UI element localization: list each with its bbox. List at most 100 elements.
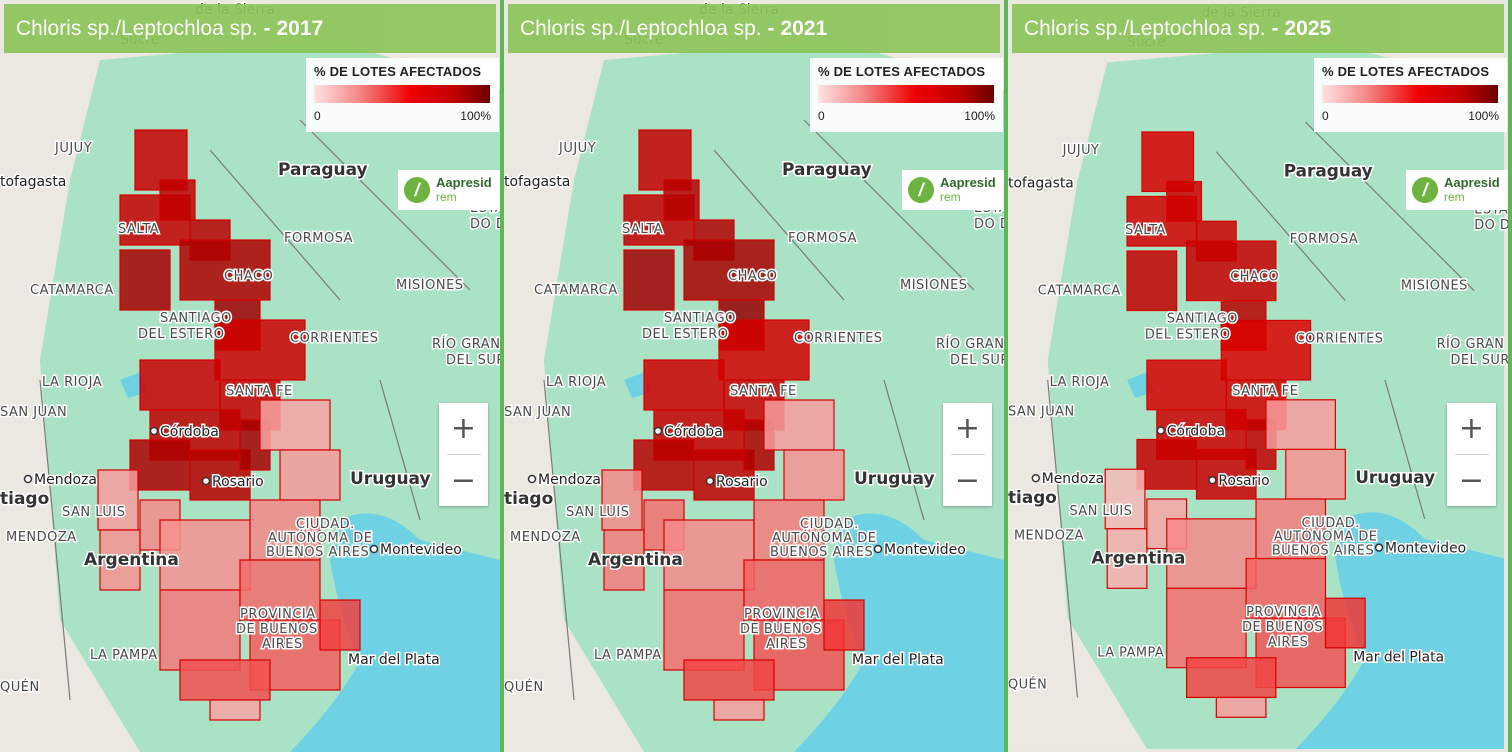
map-label-corrientes: CORRIENTES (290, 331, 379, 346)
legend-min: 0 (1322, 109, 1329, 123)
map-label-estado2: DO D (470, 217, 500, 232)
map-canvas[interactable]: de la SierraSucreJUJUYtofagastaParaguayS… (1008, 0, 1508, 752)
map-panel-2025[interactable]: de la SierraSucreJUJUYtofagastaParaguayS… (1008, 0, 1508, 752)
map-label-ciudad2: AUTÓNOMA DE (1274, 529, 1378, 545)
map-label-ciudad2: AUTÓNOMA DE (772, 530, 877, 546)
logo-name: Aapresid (436, 175, 492, 190)
legend-title: % DE LOTES AFECTADOS (1322, 64, 1490, 79)
map-label-estado2: DO D (974, 217, 1004, 232)
department-region (209, 699, 261, 721)
map-label-paraguay: Paraguay (278, 160, 368, 180)
logo-name: Aapresid (1444, 175, 1500, 190)
city-marker-icon (23, 474, 33, 484)
map-label-santiago2: DEL ESTERO (138, 327, 225, 342)
city-marker-icon (149, 426, 159, 436)
map-panel-2021[interactable]: de la SierraSucreJUJUYtofagastaParaguayS… (504, 0, 1004, 752)
department-region (623, 249, 675, 311)
department-region (683, 659, 775, 701)
map-label-antofagasta: tofagasta (1008, 176, 1074, 192)
department-region (1104, 468, 1146, 530)
map-label-montevideo: Montevideo (1385, 541, 1466, 557)
map-label-catamarca: CATAMARCA (534, 283, 618, 298)
city-marker-icon (1374, 543, 1384, 552)
department-region (279, 449, 341, 501)
year-label: - 2025 (1271, 16, 1332, 40)
map-label-santa-fe: SANTA FE (1232, 384, 1298, 399)
aapresid-logo: / Aapresid rem (1406, 170, 1508, 210)
city-marker-icon (1156, 426, 1165, 435)
zoom-out-button[interactable]: − (1458, 463, 1485, 498)
zoom-out-button[interactable]: − (954, 463, 981, 498)
map-label-mendoza-city: Mendoza (538, 472, 601, 488)
logo-sub: rem (436, 190, 457, 204)
map-label-santiago1: SANTIAGO (664, 311, 736, 326)
map-label-santiago-chile: tiago (0, 489, 49, 509)
map-label-san-juan: SAN JUAN (1008, 405, 1075, 420)
map-label-san-luis: SAN LUIS (566, 505, 629, 520)
zoom-in-button[interactable]: + (1458, 411, 1485, 446)
map-label-estado2: DO D (1474, 218, 1508, 233)
department-region (643, 359, 725, 411)
department-region (119, 249, 171, 311)
department-region (1324, 597, 1366, 649)
map-label-formosa: FORMOSA (1290, 232, 1358, 247)
map-label-neuquen: QUÉN (1008, 677, 1047, 693)
map-label-prov2: DE BUENOS (740, 622, 822, 637)
city-marker-icon (527, 474, 537, 484)
map-label-rosario: Rosario (212, 474, 264, 490)
department-region (1146, 359, 1227, 411)
map-label-antofagasta: tofagasta (0, 174, 66, 190)
map-label-catamarca: CATAMARCA (30, 283, 114, 298)
map-label-rosario: Rosario (716, 474, 768, 490)
map-label-jujuy: JUJUY (54, 141, 92, 156)
aapresid-leaf-icon: / (908, 177, 934, 203)
map-label-argentina: Argentina (1091, 548, 1185, 568)
department-region (1285, 448, 1346, 500)
map-label-chaco: CHACO (1230, 270, 1279, 285)
map-label-mar-del-plata: Mar del Plata (348, 652, 440, 668)
zoom-out-button[interactable]: − (450, 463, 477, 498)
map-label-formosa: FORMOSA (284, 231, 353, 246)
map-label-cordoba: Córdoba (160, 424, 219, 440)
map-label-santiago2: DEL ESTERO (1145, 327, 1231, 342)
department-region (663, 179, 700, 221)
map-label-misiones: MISIONES (900, 278, 968, 293)
department-region (713, 699, 765, 721)
department-region (139, 359, 221, 411)
department-region (1185, 657, 1277, 699)
map-label-misiones: MISIONES (396, 278, 464, 293)
map-label-chaco: CHACO (224, 269, 273, 284)
map-label-misiones: MISIONES (1401, 279, 1468, 294)
legend-color-bar (314, 85, 490, 103)
map-label-ciudad2: AUTÓNOMA DE (268, 530, 373, 546)
department-region (663, 519, 755, 591)
map-label-mendoza-city: Mendoza (34, 472, 97, 488)
ocean-water (290, 513, 500, 752)
map-label-mar-del-plata: Mar del Plata (852, 652, 944, 668)
department-region (239, 559, 321, 621)
department-region (633, 439, 695, 491)
department-region (743, 559, 825, 621)
legend-title: % DE LOTES AFECTADOS (818, 64, 986, 79)
map-label-la-pampa: LA PAMPA (1097, 646, 1164, 661)
map-label-uruguay: Uruguay (854, 469, 935, 489)
zoom-in-button[interactable]: + (954, 411, 981, 446)
map-panel-2017[interactable]: de la SierraSucreJUJUYtofagastaParaguayS… (0, 0, 500, 752)
map-label-formosa: FORMOSA (788, 231, 857, 246)
logo-name: Aapresid (940, 175, 996, 190)
zoom-in-button[interactable]: + (450, 411, 477, 446)
map-label-ciudad1: CIUDAD. (296, 517, 355, 532)
map-label-rio-grande1: RÍO GRAN (432, 336, 500, 352)
map-label-la-rioja: LA RIOJA (546, 375, 606, 390)
map-label-rio-grande2: DEL SUR (446, 353, 500, 368)
map-label-san-luis: SAN LUIS (1070, 504, 1133, 519)
department-region (99, 529, 141, 591)
aapresid-leaf-icon: / (1412, 177, 1438, 203)
map-label-rio-grande1: RÍO GRAN (1437, 336, 1505, 352)
map-label-prov1: PROVINCIA (1246, 605, 1321, 620)
map-label-la-rioja: LA RIOJA (42, 375, 102, 390)
map-label-cordoba: Córdoba (664, 424, 723, 440)
map-canvas[interactable]: de la SierraSucreJUJUYtofagastaParaguayS… (504, 0, 1004, 752)
department-region (319, 599, 361, 651)
